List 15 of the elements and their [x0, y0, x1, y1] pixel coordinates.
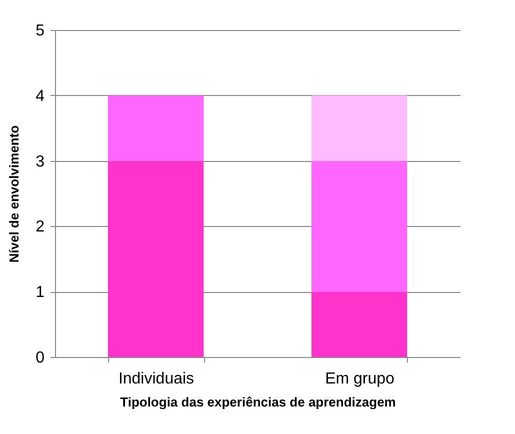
bar	[311, 160, 408, 292]
y-tick-label: 2	[36, 218, 45, 236]
y-tick-label: 5	[36, 22, 45, 40]
bar	[108, 95, 204, 161]
bar	[108, 160, 204, 357]
x-tick-label: Individuais	[118, 370, 194, 388]
bar	[311, 292, 408, 357]
y-tick-label: 0	[36, 350, 45, 366]
y-axis-title: Nível de envolvimento	[6, 125, 22, 263]
y-tick-label: 3	[36, 153, 45, 170]
y-tick-label: 4	[36, 88, 45, 105]
bar	[311, 95, 408, 161]
x-axis-title: Tipologia das experiências de aprendizagem	[120, 394, 396, 410]
x-tick-label: Em grupo	[325, 370, 395, 388]
y-tick-label: 1	[36, 284, 45, 302]
